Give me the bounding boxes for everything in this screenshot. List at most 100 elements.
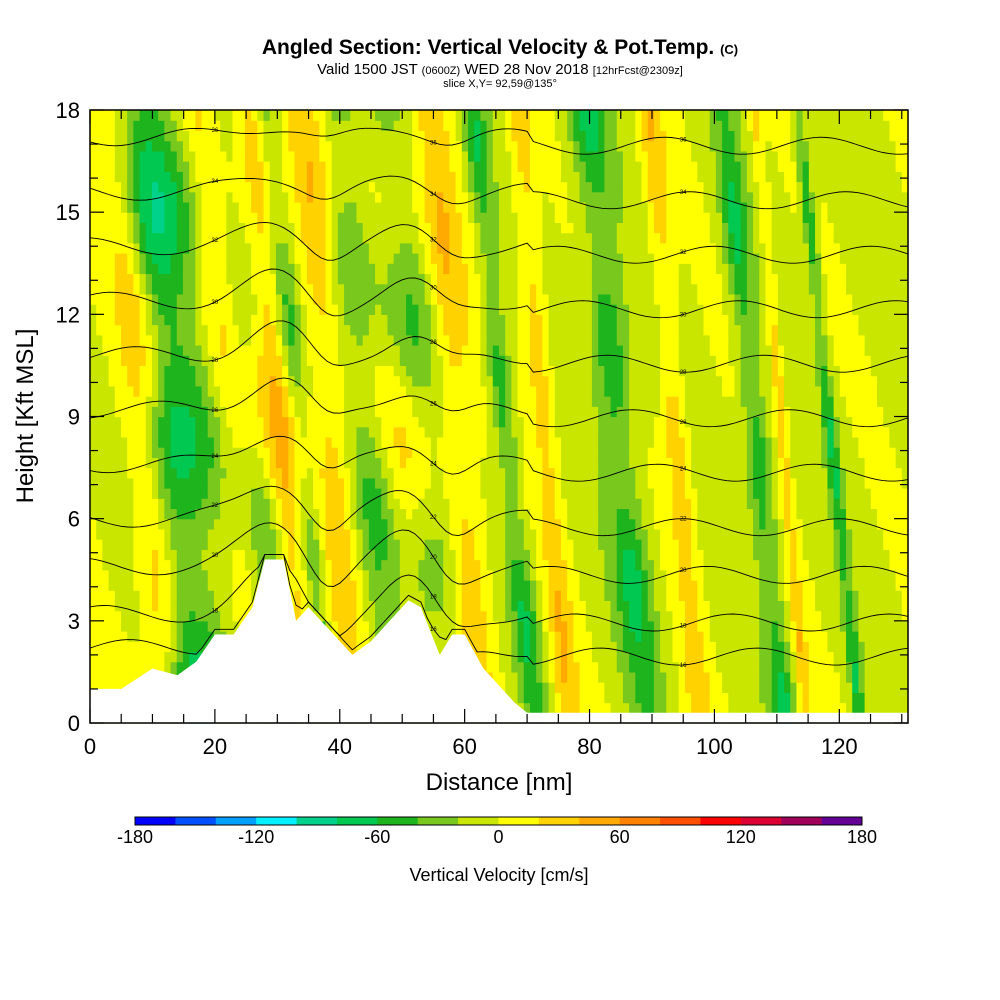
velocity-cell bbox=[213, 375, 221, 387]
velocity-cell bbox=[120, 232, 128, 244]
velocity-cell bbox=[164, 610, 172, 622]
velocity-cell bbox=[127, 263, 134, 275]
velocity-cell bbox=[548, 671, 556, 683]
velocity-cell bbox=[418, 222, 426, 234]
velocity-cell bbox=[182, 324, 190, 336]
velocity-cell bbox=[170, 253, 178, 264]
velocity-cell bbox=[164, 253, 172, 264]
velocity-cell bbox=[430, 130, 438, 142]
velocity-cell bbox=[424, 457, 432, 469]
velocity-cell bbox=[344, 385, 351, 397]
velocity-cell bbox=[114, 253, 122, 264]
velocity-cell bbox=[375, 130, 382, 142]
velocity-cell bbox=[226, 457, 234, 469]
velocity-cell bbox=[511, 293, 519, 305]
velocity-cell bbox=[536, 222, 543, 234]
velocity-cell bbox=[591, 324, 599, 336]
velocity-cell bbox=[195, 590, 203, 601]
velocity-cell bbox=[238, 559, 246, 571]
velocity-cell bbox=[412, 488, 420, 499]
velocity-cell bbox=[523, 253, 531, 264]
velocity-cell bbox=[393, 324, 401, 336]
velocity-cell bbox=[300, 457, 308, 469]
velocity-cell bbox=[412, 273, 420, 285]
velocity-cell bbox=[591, 610, 599, 622]
velocity-cell bbox=[591, 651, 599, 663]
velocity-cell bbox=[263, 365, 271, 377]
velocity-cell bbox=[486, 477, 494, 489]
velocity-cell bbox=[313, 447, 320, 458]
velocity-cell bbox=[591, 447, 599, 458]
velocity-cell bbox=[368, 130, 376, 142]
velocity-cell bbox=[362, 559, 370, 571]
velocity-cell bbox=[251, 488, 258, 499]
velocity-cell bbox=[102, 661, 110, 673]
velocity-cell bbox=[480, 232, 488, 244]
velocity-cell bbox=[120, 610, 128, 622]
velocity-cell bbox=[517, 426, 525, 438]
velocity-cell bbox=[418, 293, 426, 305]
velocity-cell bbox=[207, 283, 215, 295]
velocity-cell bbox=[375, 232, 382, 244]
velocity-cell bbox=[182, 661, 190, 673]
velocity-cell bbox=[511, 661, 519, 673]
velocity-cell bbox=[455, 549, 463, 561]
velocity-cell bbox=[387, 171, 395, 183]
velocity-cell bbox=[232, 120, 240, 132]
velocity-cell bbox=[139, 181, 147, 193]
velocity-cell bbox=[300, 365, 308, 377]
velocity-cell bbox=[337, 569, 345, 581]
velocity-cell bbox=[263, 447, 271, 458]
velocity-cell bbox=[120, 620, 128, 632]
velocity-cell bbox=[133, 467, 141, 479]
velocity-cell bbox=[542, 549, 550, 561]
velocity-cell bbox=[412, 150, 420, 162]
velocity-cell bbox=[529, 600, 537, 612]
velocity-cell bbox=[375, 150, 382, 162]
velocity-cell bbox=[294, 447, 302, 458]
velocity-cell bbox=[164, 569, 172, 581]
velocity-cell bbox=[560, 304, 568, 315]
velocity-cell bbox=[517, 488, 525, 499]
velocity-cell bbox=[418, 385, 426, 397]
velocity-cell bbox=[226, 140, 234, 152]
velocity-cell bbox=[350, 539, 358, 550]
velocity-cell bbox=[139, 242, 147, 254]
velocity-cell bbox=[455, 477, 463, 489]
velocity-cell bbox=[492, 181, 500, 193]
velocity-cell bbox=[598, 242, 605, 254]
velocity-cell bbox=[120, 293, 128, 305]
velocity-cell bbox=[127, 232, 134, 244]
velocity-cell bbox=[536, 110, 543, 121]
velocity-cell bbox=[381, 334, 389, 346]
velocity-cell bbox=[356, 600, 364, 612]
velocity-cell bbox=[406, 171, 413, 183]
velocity-cell bbox=[437, 396, 444, 407]
velocity-cell bbox=[443, 447, 451, 458]
velocity-cell bbox=[90, 600, 97, 612]
velocity-cell bbox=[474, 396, 482, 407]
velocity-cell bbox=[356, 293, 364, 305]
velocity-cell bbox=[120, 212, 128, 223]
velocity-cell bbox=[542, 457, 550, 469]
velocity-cell bbox=[350, 314, 358, 326]
velocity-cell bbox=[567, 528, 574, 540]
velocity-cell bbox=[598, 579, 605, 591]
velocity-cell bbox=[598, 283, 605, 295]
velocity-cell bbox=[319, 610, 327, 622]
velocity-cell bbox=[474, 579, 482, 591]
velocity-cell bbox=[560, 344, 568, 356]
velocity-cell bbox=[139, 447, 147, 458]
velocity-cell bbox=[381, 181, 389, 193]
velocity-cell bbox=[393, 436, 401, 448]
velocity-cell bbox=[226, 569, 234, 581]
velocity-cell bbox=[275, 477, 283, 489]
velocity-cell bbox=[263, 161, 271, 172]
velocity-cell bbox=[567, 631, 574, 642]
velocity-cell bbox=[294, 314, 302, 326]
velocity-cell bbox=[176, 436, 184, 448]
velocity-cell bbox=[505, 232, 512, 244]
velocity-cell bbox=[387, 191, 395, 203]
velocity-cell bbox=[164, 385, 172, 397]
velocity-cell bbox=[182, 641, 190, 653]
